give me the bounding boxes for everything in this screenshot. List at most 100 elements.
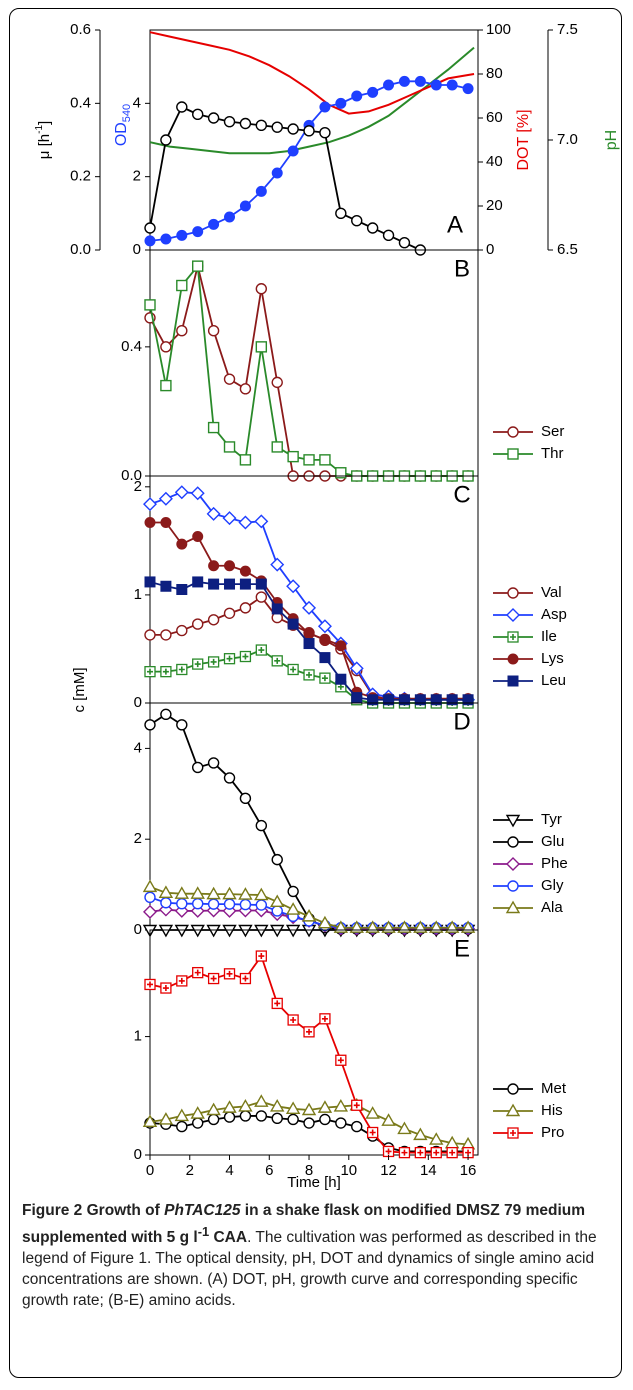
data-point	[239, 602, 252, 614]
data-point	[192, 576, 204, 588]
data-point	[414, 75, 426, 87]
data-point	[446, 79, 458, 91]
data-point	[351, 214, 363, 227]
od-tick-label: 0	[133, 241, 141, 258]
legend-marker	[507, 653, 519, 665]
panel-c-legend-lys: Lys	[493, 650, 564, 667]
x-tick-label: 10	[340, 1162, 357, 1179]
legend-label: Ile	[541, 628, 557, 645]
series-line	[149, 31, 475, 115]
data-point	[207, 421, 220, 434]
data-point	[176, 538, 188, 550]
mu-tick-label: 0.4	[70, 94, 91, 111]
caption-title-a: Growth of	[86, 1202, 165, 1219]
data-point	[398, 75, 410, 87]
data-point	[255, 578, 267, 590]
data-point	[224, 578, 236, 590]
data-point	[414, 694, 426, 706]
data-point	[176, 975, 188, 987]
data-point	[303, 669, 315, 681]
data-point	[207, 1113, 220, 1126]
data-point	[192, 260, 204, 272]
data-point	[413, 1127, 428, 1141]
caption-body: . The cultivation was performed as descr…	[22, 1229, 597, 1310]
legend-marker	[507, 880, 519, 892]
data-point	[206, 1102, 221, 1116]
data-point	[365, 1106, 380, 1119]
data-point	[287, 885, 299, 898]
dot-axis-label: DOT [%]	[515, 109, 532, 170]
data-point	[398, 1146, 411, 1159]
data-point	[287, 1113, 299, 1126]
data-point	[192, 897, 204, 910]
data-point	[208, 560, 220, 572]
data-point	[319, 672, 331, 684]
data-point	[192, 966, 204, 979]
panel-e-letter: E	[454, 935, 470, 962]
legend-marker	[506, 608, 520, 622]
data-point	[176, 584, 188, 595]
data-point	[271, 441, 283, 453]
mu-tick-label: 0.2	[70, 168, 91, 185]
data-point	[303, 638, 315, 650]
data-point	[238, 1099, 253, 1112]
legend-label: Pro	[541, 1124, 564, 1141]
marker-plus	[162, 985, 169, 992]
data-point	[222, 511, 237, 526]
data-point	[286, 579, 301, 594]
data-point	[144, 235, 156, 247]
data-point	[254, 514, 269, 529]
marker-plus	[353, 1102, 360, 1109]
data-point	[158, 885, 174, 898]
marker-plus	[290, 1017, 297, 1023]
data-point	[224, 560, 236, 572]
marker-plus	[178, 666, 185, 673]
panel-d-legend-phe: Phe	[493, 855, 568, 872]
ph-tick-label: 7.5	[557, 21, 578, 38]
data-point	[239, 454, 252, 466]
figure-frame	[9, 8, 622, 1378]
data-point	[160, 134, 172, 146]
panel-c-ytick-label: 0	[134, 694, 142, 711]
legend-marker	[507, 1083, 519, 1095]
panel-e-ytick-label: 0	[134, 1146, 142, 1163]
marker-plus	[274, 657, 281, 664]
od-tick-label: 4	[133, 94, 141, 111]
data-point	[144, 222, 156, 234]
data-point	[430, 79, 442, 91]
legend-marker	[507, 675, 519, 687]
panel-c-legend-ile: Ile	[493, 628, 557, 645]
data-point	[239, 792, 252, 805]
data-point	[174, 924, 190, 938]
legend-marker	[506, 857, 520, 871]
marker-plus	[385, 1148, 392, 1155]
data-point	[430, 1146, 442, 1159]
data-point	[207, 898, 220, 910]
legend-label: Tyr	[541, 811, 562, 828]
panel-b-legend-thr: Thr	[493, 445, 564, 462]
ph-axis-label: pH	[603, 130, 620, 150]
panel-c-letter: C	[453, 481, 470, 508]
data-point	[397, 1121, 412, 1135]
data-point	[303, 125, 315, 137]
data-point	[144, 666, 156, 678]
legend-marker	[507, 587, 519, 599]
caption-label: Figure 2	[22, 1202, 83, 1219]
panel-d-ytick-label: 0	[134, 921, 142, 938]
data-point	[143, 904, 157, 919]
legend-label: Gly	[541, 877, 564, 894]
marker-plus	[433, 1149, 440, 1156]
panel-c-legend-val: Val	[493, 584, 562, 601]
data-point	[270, 1099, 285, 1112]
data-point	[206, 886, 221, 900]
x-tick-label: 12	[380, 1162, 397, 1179]
marker-plus	[274, 1000, 281, 1007]
marker-plus	[242, 653, 249, 660]
data-point	[160, 233, 172, 245]
legend-marker	[505, 1103, 521, 1117]
panel-d-letter: D	[453, 708, 470, 735]
data-point	[176, 624, 188, 637]
data-point	[223, 373, 236, 385]
dot-tick-label: 60	[486, 109, 503, 126]
data-point	[462, 1146, 474, 1159]
